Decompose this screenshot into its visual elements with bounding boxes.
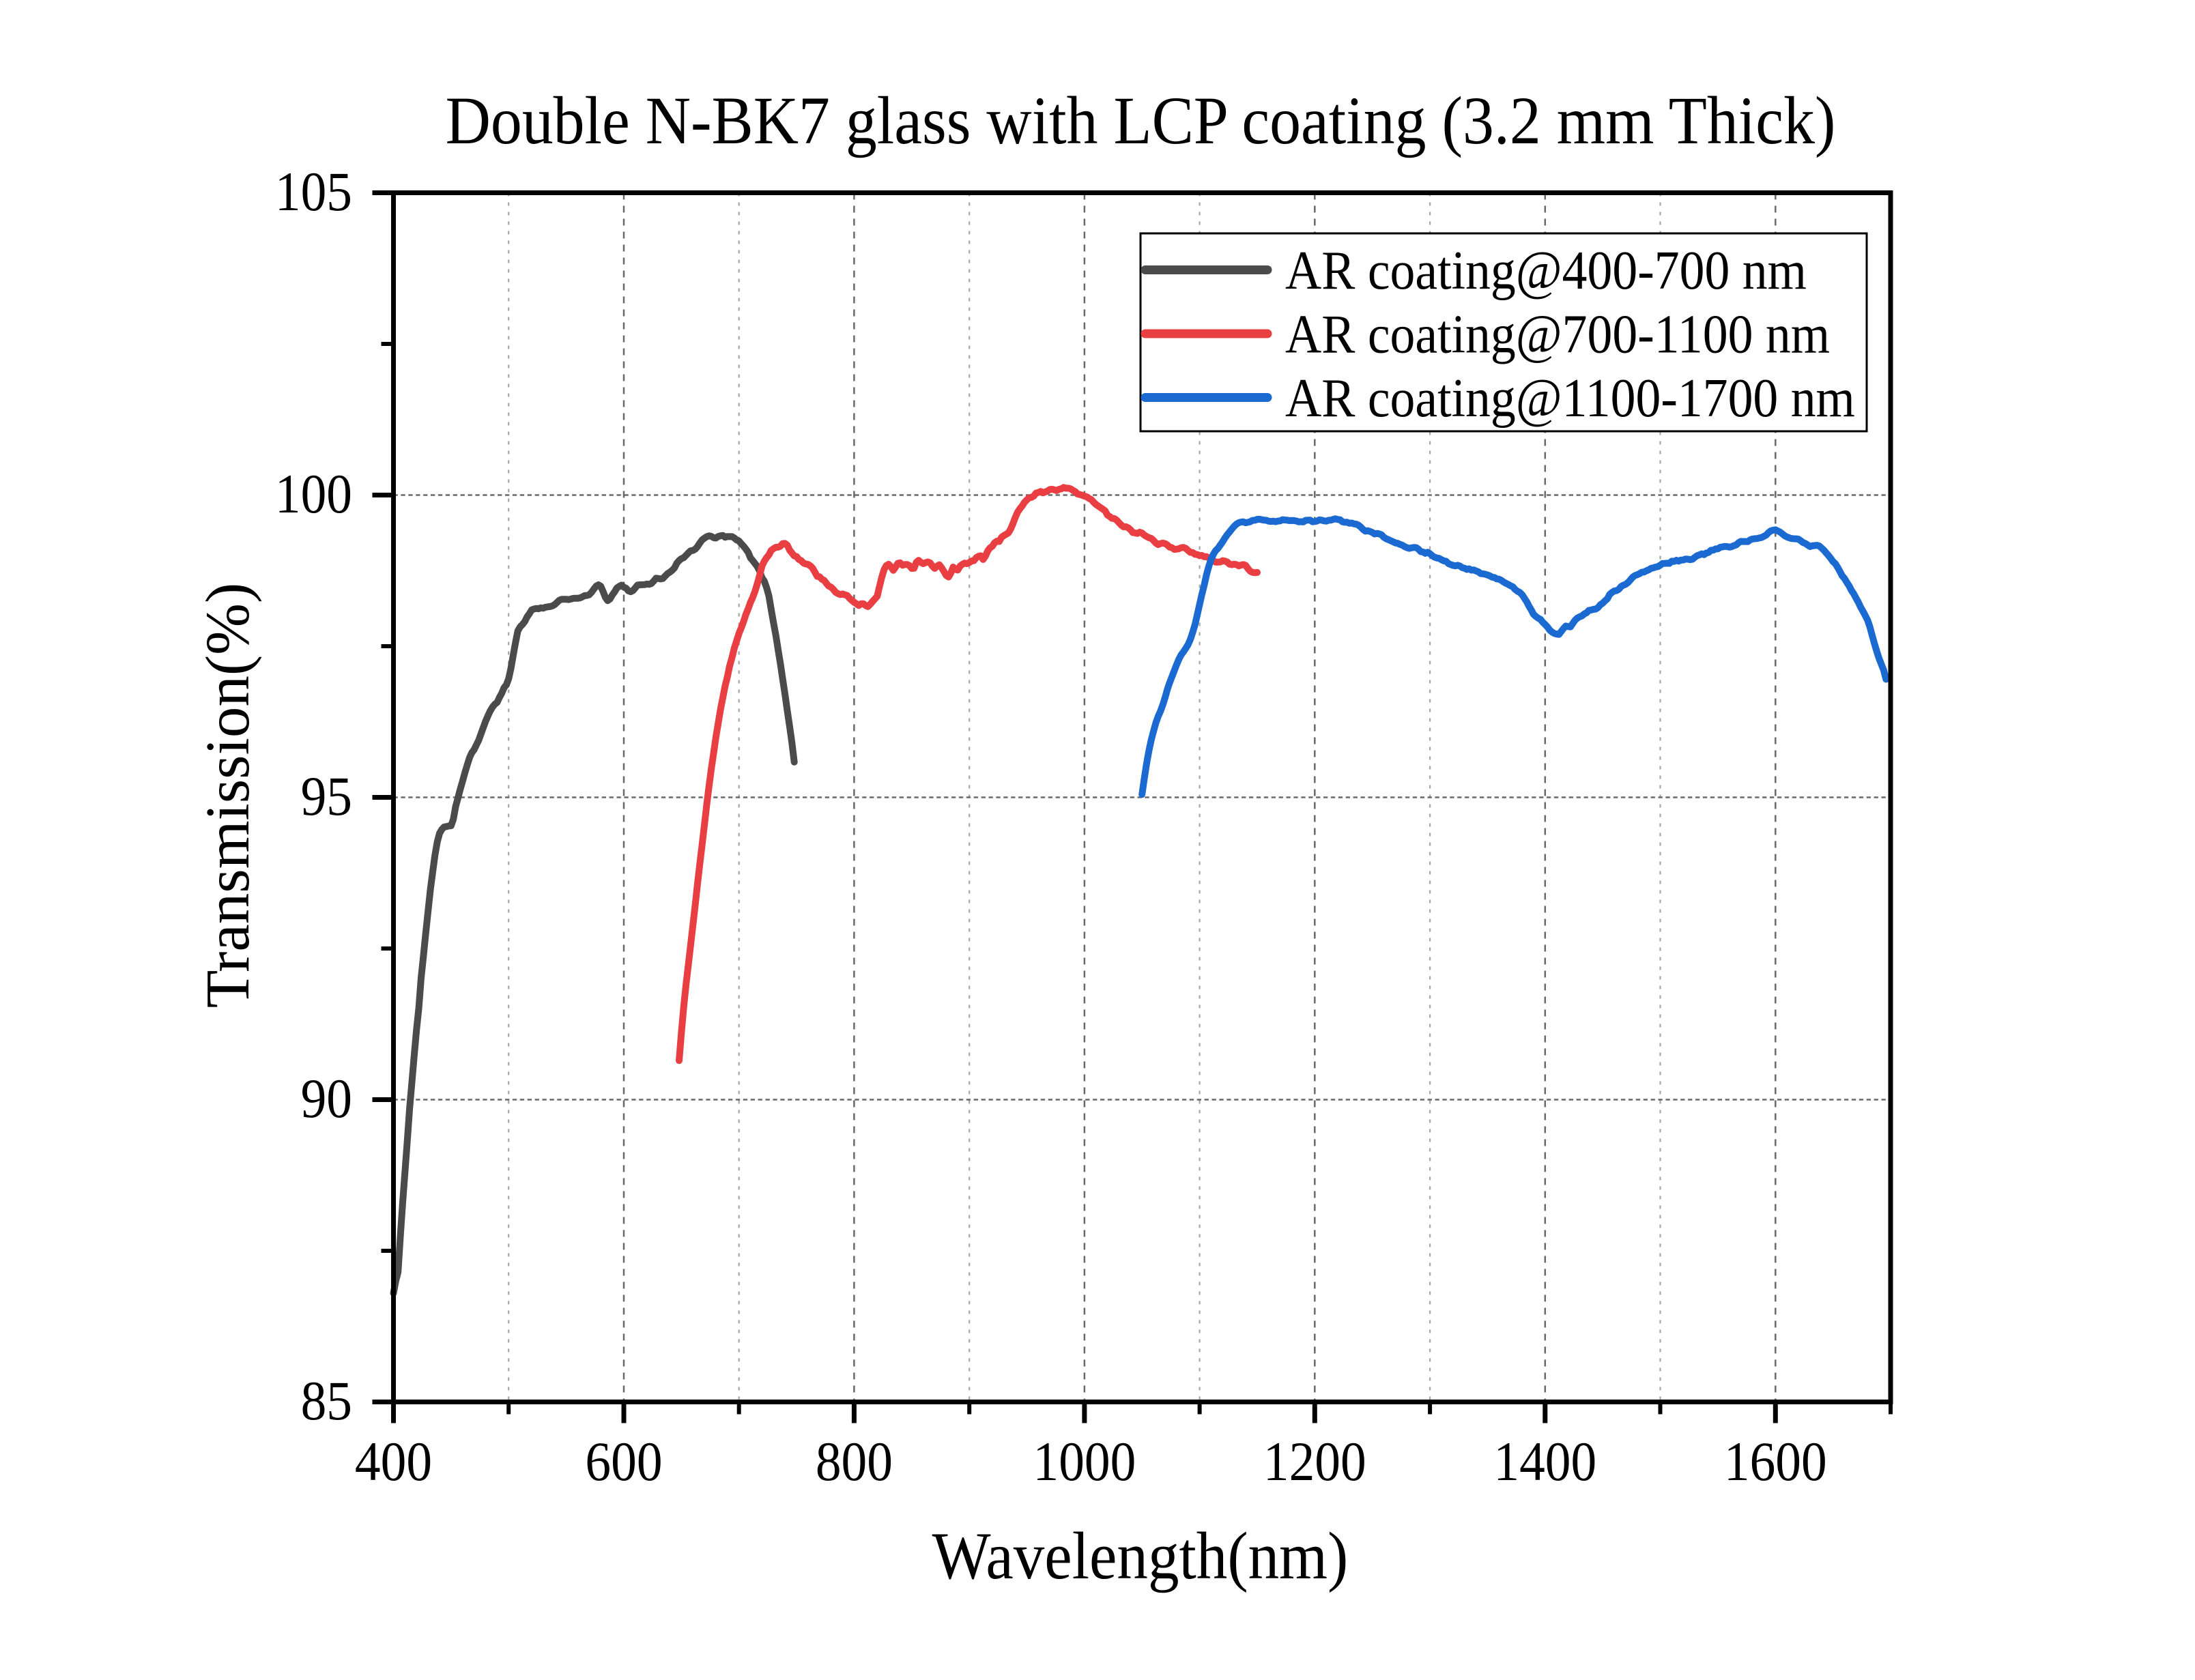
svg-text:90: 90	[301, 1068, 352, 1130]
svg-text:1600: 1600	[1724, 1431, 1827, 1493]
svg-text:1000: 1000	[1033, 1431, 1136, 1493]
svg-text:800: 800	[816, 1431, 893, 1493]
svg-text:Wavelength(nm): Wavelength(nm)	[932, 1518, 1349, 1593]
svg-text:Transmission(%): Transmission(%)	[193, 583, 262, 1009]
svg-text:AR coating@700-1100 nm: AR coating@700-1100 nm	[1285, 303, 1830, 364]
svg-text:100: 100	[275, 463, 352, 525]
svg-text:1400: 1400	[1493, 1431, 1596, 1493]
svg-text:400: 400	[355, 1431, 432, 1493]
svg-text:95: 95	[301, 766, 352, 828]
svg-text:Double N-BK7 glass with LCP co: Double N-BK7 glass with LCP coating (3.2…	[446, 82, 1836, 158]
svg-text:1200: 1200	[1263, 1431, 1366, 1493]
svg-text:AR coating@400-700 nm: AR coating@400-700 nm	[1285, 240, 1807, 301]
svg-text:600: 600	[585, 1431, 662, 1493]
svg-text:AR coating@1100-1700 nm: AR coating@1100-1700 nm	[1285, 367, 1855, 429]
svg-text:105: 105	[275, 161, 352, 223]
svg-text:85: 85	[301, 1370, 352, 1432]
